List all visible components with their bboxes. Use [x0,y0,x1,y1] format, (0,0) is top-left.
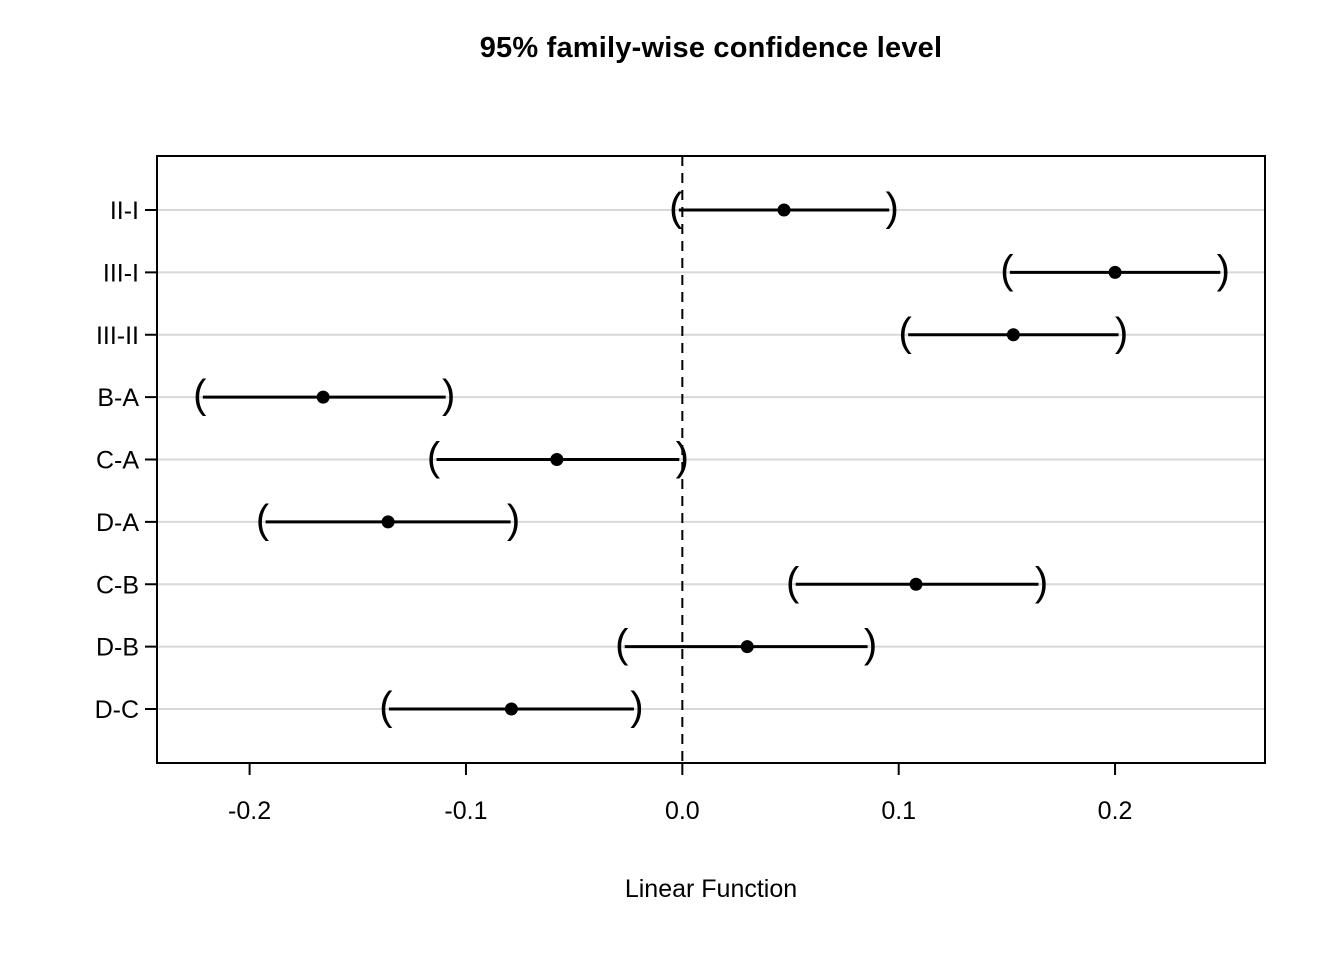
estimate-point [777,203,791,217]
y-axis-label: C-A [96,447,139,475]
x-tick-label: -0.2 [228,797,271,825]
interval-upper-paren: ) [1035,560,1048,604]
estimate-point [381,515,395,529]
estimate-point [1006,328,1020,342]
estimate-point [1108,265,1122,279]
y-axis-label: B-A [97,384,139,412]
interval-upper-paren: ) [864,622,877,666]
y-axis-label: D-B [96,634,139,662]
interval-lower-paren: ( [379,685,393,729]
x-tick-label: 0.0 [665,797,700,825]
chart-title: 95% family-wise confidence level [479,32,943,64]
interval-lower-paren: ( [615,622,629,666]
estimate-point [316,390,330,404]
estimate-point [909,577,923,591]
interval-upper-paren: ) [507,497,520,541]
y-axis-label: D-A [96,509,139,537]
estimate-point [740,640,754,654]
y-axis-label: C-B [96,571,139,599]
estimate-point [550,453,564,466]
interval-lower-paren: ( [256,497,270,541]
interval-upper-paren: ) [442,373,455,417]
y-axis-label: III-I [103,259,139,287]
interval-lower-paren: ( [899,310,913,354]
x-axis-title: Linear Function [624,875,798,903]
x-tick-label: 0.2 [1098,797,1133,825]
interval-lower-paren: ( [669,186,683,230]
estimate-point [504,702,518,716]
interval-lower-paren: ( [786,560,800,604]
interval-upper-paren: ) [1115,310,1128,354]
interval-lower-paren: ( [1000,248,1014,292]
x-tick-label: -0.1 [444,797,487,825]
y-axis-label: II-I [110,197,139,225]
interval-upper-paren: ) [1217,248,1230,292]
y-axis-label: D-C [95,696,139,724]
interval-upper-paren: ) [886,186,899,230]
interval-lower-paren: ( [193,373,207,417]
interval-upper-paren: ) [630,685,643,729]
interval-upper-paren: ) [676,435,689,479]
y-axis-label: III-II [96,322,139,350]
x-tick-label: 0.1 [881,797,916,825]
interval-lower-paren: ( [427,435,441,479]
